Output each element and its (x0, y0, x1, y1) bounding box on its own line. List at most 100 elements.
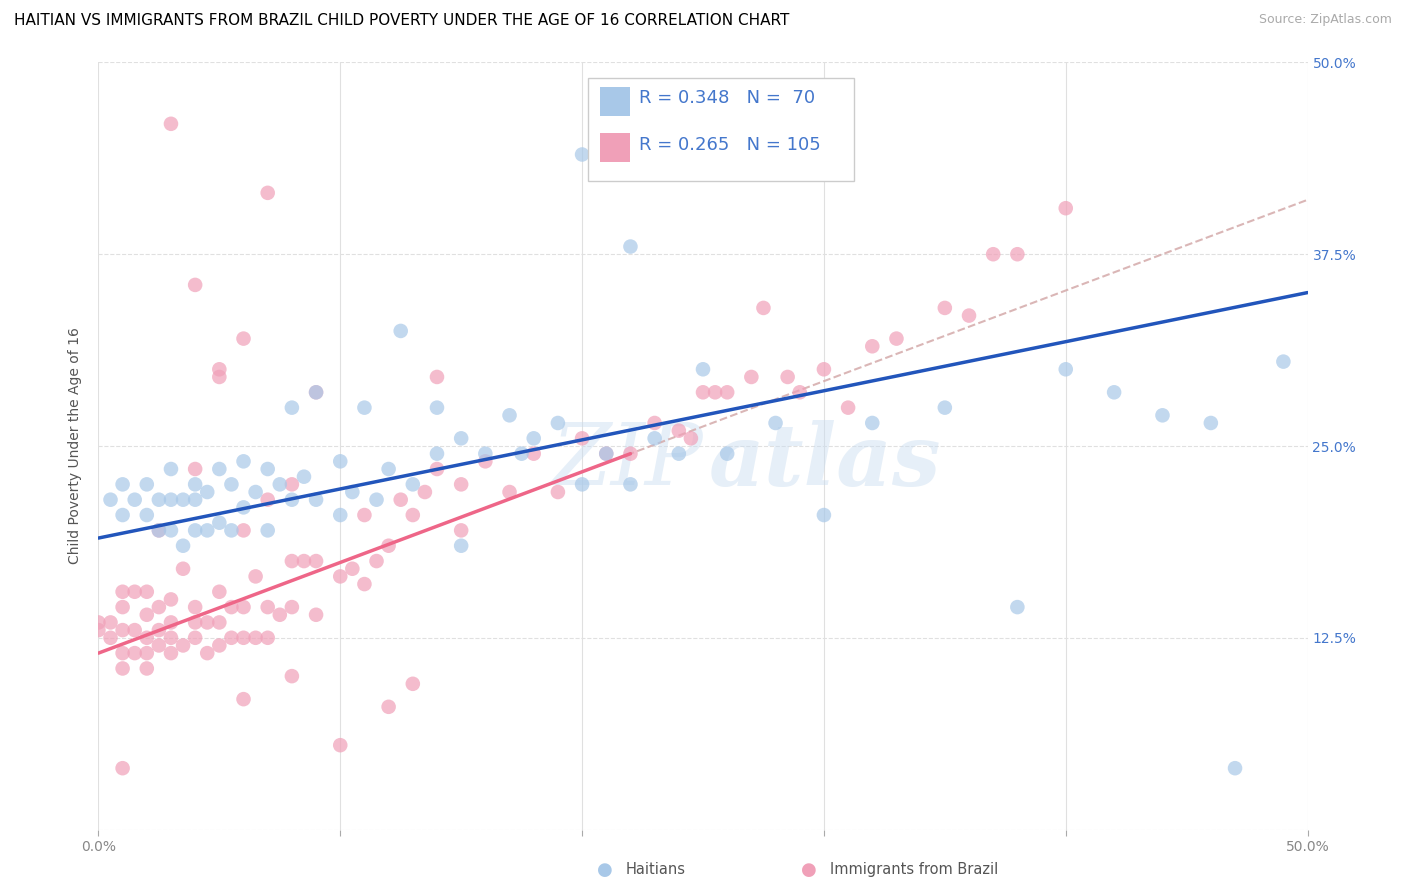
Point (256, 631, 278, 645)
Text: R = 0.348   N =  70: R = 0.348 N = 70 (638, 89, 815, 108)
Point (232, 600, 254, 615)
Point (523, 431, 546, 445)
Point (644, 416, 666, 430)
Point (619, 477, 641, 491)
Point (957, 309, 980, 323)
Point (221, 631, 243, 645)
Point (232, 631, 254, 645)
FancyBboxPatch shape (588, 78, 855, 181)
Point (172, 639, 194, 653)
Point (426, 462, 449, 476)
Point (716, 385, 738, 400)
Point (232, 454, 254, 468)
Point (111, 761, 134, 775)
Point (148, 639, 170, 653)
Text: Source: ZipAtlas.com: Source: ZipAtlas.com (1258, 13, 1392, 27)
Point (1199, 416, 1222, 430)
Point (195, 485, 218, 500)
Point (195, 615, 218, 630)
Point (679, 431, 702, 445)
Point (389, 324, 412, 338)
Point (474, 447, 496, 461)
Point (124, 584, 146, 599)
Point (160, 524, 183, 538)
Point (208, 584, 231, 599)
Point (1054, 362, 1077, 376)
Point (160, 615, 183, 630)
Point (813, 508, 835, 522)
Point (474, 454, 496, 468)
Point (619, 447, 641, 461)
Point (269, 477, 291, 491)
Point (547, 416, 569, 430)
Point (184, 277, 207, 292)
Point (87, 623, 110, 637)
Point (305, 492, 328, 507)
Point (221, 600, 243, 615)
Point (595, 447, 617, 461)
Point (981, 247, 1004, 261)
Point (860, 339, 883, 353)
Point (135, 477, 157, 491)
Point (377, 699, 399, 714)
Point (353, 401, 375, 415)
Point (377, 462, 399, 476)
Point (571, 431, 593, 445)
Point (111, 477, 134, 491)
Point (329, 738, 352, 752)
Point (619, 239, 641, 253)
Point (245, 569, 267, 583)
Point (184, 615, 207, 630)
Point (148, 492, 170, 507)
Point (100, 615, 122, 630)
Point (450, 477, 472, 491)
Point (886, 332, 908, 346)
Point (281, 600, 304, 615)
Point (353, 508, 375, 522)
Point (232, 692, 254, 706)
Point (135, 508, 157, 522)
Point (281, 401, 304, 415)
Point (172, 492, 194, 507)
Point (450, 431, 472, 445)
Point (195, 524, 218, 538)
Point (1007, 600, 1029, 615)
Point (292, 554, 315, 568)
Text: Immigrants from Brazil: Immigrants from Brazil (830, 863, 998, 877)
Point (208, 370, 231, 384)
Point (329, 508, 352, 522)
Point (305, 385, 328, 400)
Point (184, 492, 207, 507)
Point (208, 462, 231, 476)
Point (256, 492, 278, 507)
Point (644, 431, 666, 445)
Point (571, 477, 593, 491)
Point (426, 370, 449, 384)
Point (221, 477, 243, 491)
Point (402, 477, 425, 491)
Point (135, 584, 157, 599)
Point (426, 401, 449, 415)
Point (208, 639, 231, 653)
Text: ●: ● (800, 861, 817, 879)
Point (148, 600, 170, 615)
Point (148, 524, 170, 538)
Point (160, 631, 183, 645)
Point (1054, 201, 1077, 215)
Point (342, 485, 364, 500)
Point (135, 631, 157, 645)
Point (860, 416, 883, 430)
Point (547, 485, 569, 500)
Point (124, 623, 146, 637)
Point (111, 584, 134, 599)
Point (668, 447, 690, 461)
Point (1152, 409, 1174, 423)
Point (389, 492, 412, 507)
Point (1007, 247, 1029, 261)
Point (450, 539, 472, 553)
Point (366, 554, 388, 568)
Point (934, 401, 956, 415)
Point (256, 524, 278, 538)
Point (402, 677, 425, 691)
Point (111, 646, 134, 660)
